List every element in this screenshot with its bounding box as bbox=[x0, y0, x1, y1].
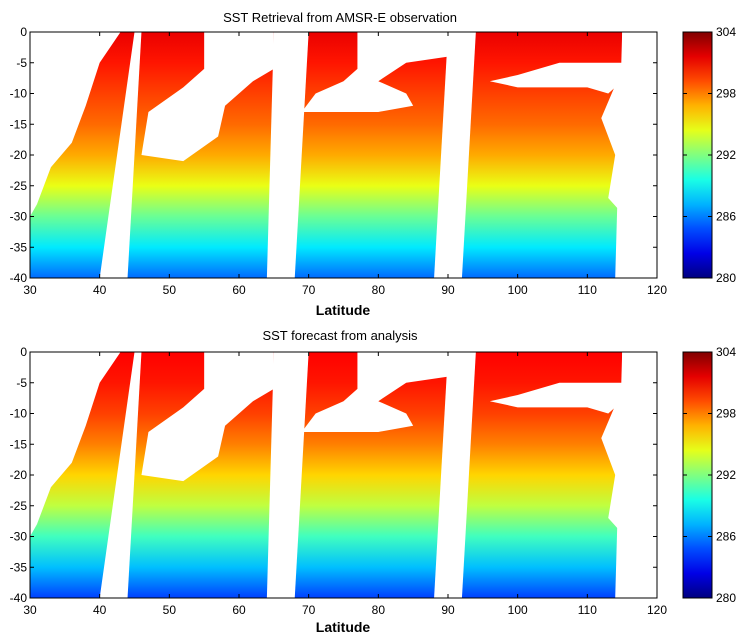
x-tick-label: 70 bbox=[302, 283, 316, 297]
land-mass bbox=[141, 352, 274, 482]
sst-retrieval-panel: SST Retrieval from AMSR-E observation 30… bbox=[10, 10, 737, 318]
colorbar-scale bbox=[683, 352, 712, 598]
plot-frame bbox=[29, 31, 658, 279]
x-axis-label: Latitude bbox=[316, 302, 371, 318]
x-tick-label: 50 bbox=[163, 603, 177, 617]
x-tick-label: 80 bbox=[372, 283, 386, 297]
land-mass bbox=[489, 352, 657, 414]
x-tick-label: 40 bbox=[93, 603, 107, 617]
y-tick-label: -35 bbox=[10, 560, 28, 574]
colorbar-tick-label: 304 bbox=[716, 25, 736, 39]
x-tick-label: 120 bbox=[647, 603, 667, 617]
x-axis-label: Latitude bbox=[316, 619, 371, 635]
sst-forecast-panel: SST forecast from analysis 30 40 50 60 70 80 9… bbox=[10, 328, 737, 635]
y-tick-label: -35 bbox=[10, 240, 28, 254]
chart-title: SST forecast from analysis bbox=[262, 328, 418, 343]
x-tick-label: 30 bbox=[23, 283, 37, 297]
land-mass bbox=[301, 352, 448, 432]
colorbar-tick-label: 292 bbox=[716, 468, 736, 482]
y-tick-label: -5 bbox=[16, 376, 27, 390]
colorbar-tick-label: 298 bbox=[716, 87, 736, 101]
y-axis-ticks: 0 -5 -10 -15 -20 -25 -30 -35 -40 bbox=[10, 25, 657, 285]
x-tick-label: 30 bbox=[23, 603, 37, 617]
colorbar-tick-label: 286 bbox=[716, 530, 736, 544]
land-mass bbox=[301, 32, 448, 112]
x-tick-label: 90 bbox=[441, 283, 455, 297]
x-tick-label: 110 bbox=[578, 603, 597, 617]
y-tick-label: 0 bbox=[20, 345, 27, 359]
x-tick-label: 90 bbox=[441, 603, 455, 617]
swath-4 bbox=[461, 32, 623, 278]
y-tick-label: -25 bbox=[10, 179, 28, 193]
land-mass bbox=[601, 388, 657, 568]
x-tick-label: 60 bbox=[232, 283, 246, 297]
colorbar-tick-label: 292 bbox=[716, 148, 736, 162]
x-tick-label: 60 bbox=[232, 603, 246, 617]
y-tick-label: -15 bbox=[10, 117, 28, 131]
land-mass bbox=[30, 32, 121, 217]
plot-frame bbox=[29, 351, 658, 599]
x-tick-label: 50 bbox=[163, 283, 177, 297]
y-tick-label: -25 bbox=[10, 499, 28, 513]
sst-map bbox=[30, 32, 657, 278]
y-tick-label: -20 bbox=[10, 468, 28, 482]
y-tick-label: -40 bbox=[10, 271, 28, 285]
land-mass bbox=[601, 68, 657, 248]
y-tick-label: -15 bbox=[10, 437, 28, 451]
land-mass bbox=[489, 32, 657, 94]
x-tick-label: 40 bbox=[93, 283, 107, 297]
colorbar: 304 298 292 286 280 bbox=[682, 345, 736, 605]
y-tick-label: 0 bbox=[20, 25, 27, 39]
y-tick-label: -30 bbox=[10, 530, 28, 544]
y-tick-label: -20 bbox=[10, 148, 28, 162]
land-mass bbox=[141, 32, 274, 162]
colorbar-tick-label: 286 bbox=[716, 210, 736, 224]
colorbar-tick-label: 304 bbox=[716, 345, 736, 359]
x-tick-label: 100 bbox=[508, 283, 528, 297]
x-tick-label: 70 bbox=[302, 603, 316, 617]
y-tick-label: -10 bbox=[10, 87, 28, 101]
sst-map bbox=[30, 352, 657, 598]
chart-title: SST Retrieval from AMSR-E observation bbox=[223, 10, 457, 25]
swath-4 bbox=[461, 352, 623, 598]
colorbar: 304 298 292 286 280 bbox=[682, 25, 736, 285]
colorbar-tick-label: 280 bbox=[716, 271, 736, 285]
x-tick-label: 110 bbox=[578, 283, 597, 297]
y-axis-ticks: 0 -5 -10 -15 -20 -25 -30 -35 -40 bbox=[10, 345, 657, 605]
land-mass bbox=[30, 352, 121, 537]
x-tick-label: 100 bbox=[508, 603, 528, 617]
x-tick-label: 120 bbox=[647, 283, 667, 297]
colorbar-tick-label: 280 bbox=[716, 591, 736, 605]
x-tick-label: 80 bbox=[372, 603, 386, 617]
colorbar-scale bbox=[683, 32, 712, 278]
colorbar-tick-label: 298 bbox=[716, 407, 736, 421]
y-tick-label: -30 bbox=[10, 210, 28, 224]
y-tick-label: -5 bbox=[16, 56, 27, 70]
y-tick-label: -40 bbox=[10, 591, 28, 605]
y-tick-label: -10 bbox=[10, 407, 28, 421]
